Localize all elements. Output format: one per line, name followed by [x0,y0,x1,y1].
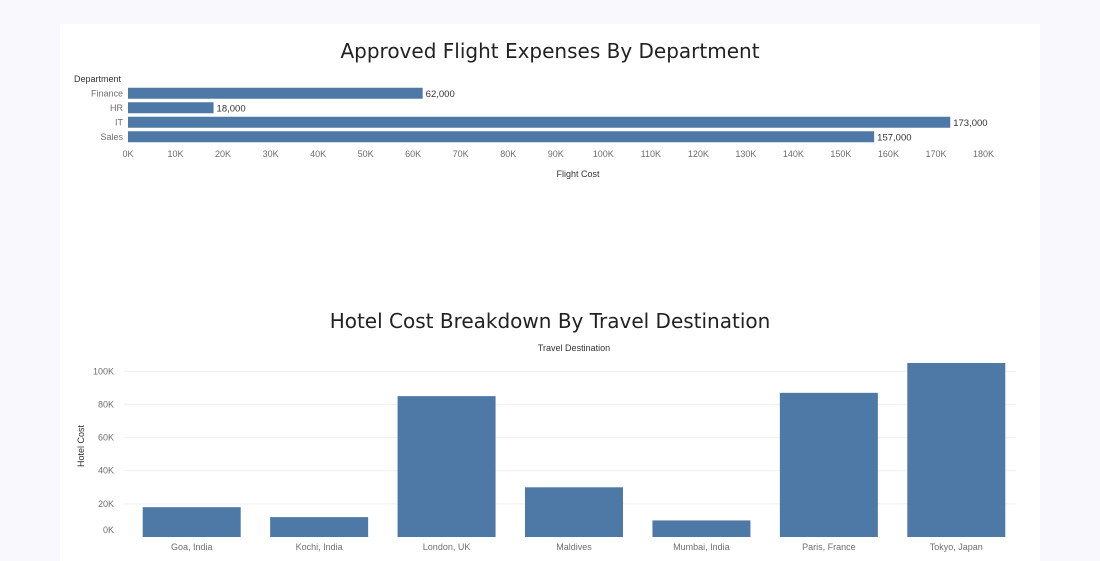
flight-x-tick-label: 160K [878,149,899,159]
hotel-category-label: Goa, India [171,542,213,552]
hotel-category-label: Mumbai, India [673,542,730,552]
flight-value-label: 157,000 [877,132,911,143]
hotel-chart-title: Hotel Cost Breakdown By Travel Destinati… [329,309,771,333]
flight-x-tick-label: 20K [215,149,231,159]
hotel-y-tick-label: 20K [98,499,114,509]
flight-x-tick-label: 170K [925,149,946,159]
hotel-bar [270,517,369,537]
hotel-y-tick-label: 60K [98,433,114,443]
flight-x-tick-label: 110K [641,149,661,159]
hotel-x-axis-title: Travel Destination [538,343,610,353]
hotel-bar [525,487,623,537]
flight-category-label: IT [115,117,124,127]
hotel-category-label: Kochi, India [296,542,343,552]
flight-x-tick-label: 50K [358,149,374,159]
hotel-y-tick-label: 80K [98,399,114,409]
flight-bar [128,131,875,143]
flight-expenses-chart: Department Flight Cost Finance 62,000 HR 18… [74,74,994,179]
hotel-y-tick-label: 0K [103,525,114,535]
flight-chart-title: Approved Flight Expenses By Department [340,39,760,63]
flight-bar [128,116,951,128]
flight-value-label: 62,000 [426,89,455,100]
flight-x-tick-label: 130K [735,149,756,159]
hotel-category-label: London, UK [423,542,471,552]
hotel-y-axis-title: Hotel Cost [76,425,86,468]
flight-x-tick-label: 40K [310,149,326,159]
flight-x-tick-label: 70K [453,149,469,159]
flight-value-label: 18,000 [217,103,246,114]
hotel-bar [142,507,241,537]
flight-x-tick-label: 0K [122,149,133,159]
hotel-y-tick-label: 100K [93,366,114,376]
flight-x-tick-label: 100K [593,149,614,159]
flight-x-tick-label: 180K [973,149,994,159]
flight-x-tick-label: 80K [500,149,516,159]
flight-bar [128,87,423,99]
flight-x-tick-label: 120K [688,149,709,159]
hotel-category-label: Paris, France [802,542,856,552]
flight-bar [128,102,214,114]
flight-value-label: 173,000 [953,118,987,129]
flight-x-tick-label: 150K [830,149,851,159]
flight-category-label: HR [110,103,123,113]
hotel-y-tick-label: 40K [98,466,114,476]
flight-category-label: Sales [100,132,123,142]
hotel-bar [779,392,878,537]
hotel-bar [907,363,1006,537]
flight-x-tick-label: 90K [548,149,564,159]
flight-x-tick-label: 140K [783,149,804,159]
hotel-category-label: Maldives [556,542,592,552]
hotel-bar [652,520,751,537]
hotel-bar [397,396,496,537]
flight-category-label: Finance [91,88,123,98]
flight-y-axis-title: Department [74,74,122,84]
flight-x-tick-label: 10K [168,149,184,159]
flight-x-tick-label: 30K [263,149,279,159]
flight-x-tick-label: 60K [405,149,421,159]
hotel-category-label: Tokyo, Japan [930,542,983,552]
flight-x-axis-title: Flight Cost [556,169,600,179]
